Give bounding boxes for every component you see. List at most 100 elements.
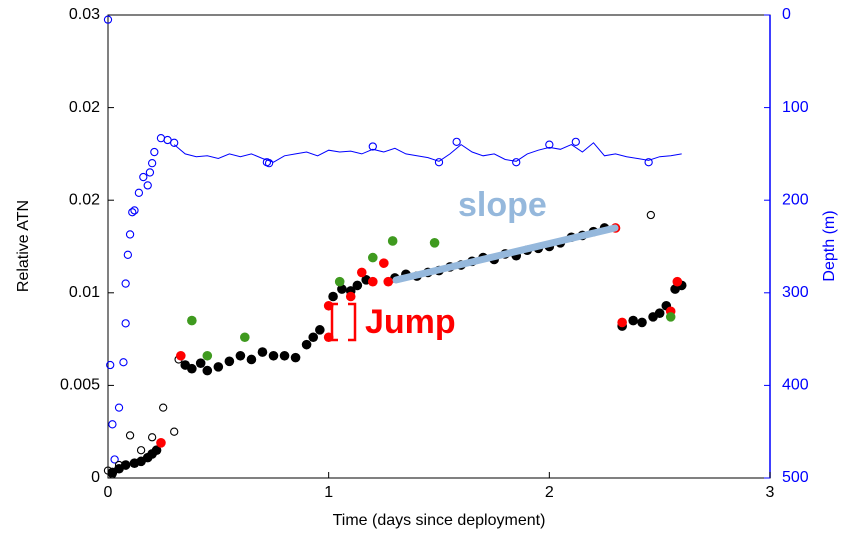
point: [156, 134, 166, 143]
point: [110, 455, 119, 464]
point: [108, 420, 117, 429]
point: [665, 312, 676, 322]
point: [368, 142, 377, 151]
point: [202, 350, 213, 361]
y2-tick-label: 200: [782, 191, 809, 208]
point: [134, 188, 144, 197]
point: [176, 350, 186, 361]
point: [128, 208, 137, 217]
point: [429, 237, 440, 248]
point: [121, 319, 130, 328]
point: [130, 206, 139, 215]
point: [151, 445, 162, 456]
point: [170, 427, 179, 436]
point: [202, 365, 213, 376]
point: [387, 236, 398, 246]
point: [452, 137, 461, 147]
x-tick-label: 1: [324, 484, 333, 501]
point: [235, 350, 246, 361]
point: [257, 347, 268, 357]
point: [308, 332, 319, 343]
point: [672, 276, 683, 287]
point: [136, 446, 146, 455]
point: [139, 172, 148, 182]
point: [106, 360, 115, 370]
y-tick-label: 0.005: [60, 377, 100, 394]
slope-annotation: slope: [458, 186, 547, 224]
point: [187, 363, 197, 374]
point: [150, 147, 159, 157]
point: [103, 15, 113, 24]
point: [512, 158, 521, 167]
point: [145, 168, 155, 177]
y2-tick-label: 100: [782, 99, 809, 116]
point: [617, 317, 627, 328]
point: [246, 354, 257, 365]
point: [170, 138, 179, 147]
y-axis-label: Relative ATN: [15, 200, 32, 292]
point: [368, 276, 378, 287]
point: [279, 350, 290, 361]
y2-tick-label: 400: [782, 377, 809, 394]
point: [334, 276, 345, 287]
y-tick-label: 0.02: [69, 191, 100, 208]
point: [434, 158, 444, 167]
y-tick-label: 0.02: [69, 99, 100, 116]
depth-line: [173, 142, 682, 163]
y-tick-label: 0.03: [69, 6, 100, 23]
x-tick-label: 0: [104, 484, 113, 501]
point: [240, 332, 250, 343]
y2-axis-label: Depth (m): [821, 210, 838, 281]
point: [637, 317, 647, 328]
point: [147, 433, 157, 442]
point: [301, 339, 312, 350]
point: [379, 258, 389, 268]
y-tick-label: 0: [91, 469, 100, 486]
point: [159, 403, 168, 412]
x-axis-label: Time (days since deployment): [333, 512, 546, 529]
point: [125, 431, 135, 440]
point: [646, 210, 655, 220]
point: [352, 280, 363, 291]
point: [268, 350, 279, 361]
point: [213, 362, 224, 372]
jump-bracket: [326, 302, 338, 342]
point: [120, 460, 131, 470]
slope-line: [392, 224, 619, 284]
point: [143, 181, 152, 190]
y-tick-label: 0.01: [69, 284, 100, 301]
y2-tick-label: 500: [782, 469, 809, 486]
point: [290, 352, 301, 363]
point: [125, 230, 135, 239]
point: [224, 356, 235, 367]
point: [654, 308, 665, 318]
point: [628, 315, 638, 326]
marks: [103, 15, 687, 479]
jump-annotation: Jump: [365, 303, 456, 341]
point: [356, 267, 367, 278]
x-tick-label: 2: [545, 484, 554, 501]
point: [119, 358, 128, 367]
point: [315, 325, 325, 335]
point: [147, 159, 157, 168]
point: [571, 137, 580, 147]
point: [156, 438, 166, 448]
point: [264, 159, 274, 168]
x-tick-label: 3: [766, 484, 775, 501]
plot-frame: [107, 14, 771, 479]
y2-tick-label: 300: [782, 284, 809, 301]
point: [368, 252, 378, 263]
point: [545, 140, 554, 149]
jump-bracket: [348, 302, 357, 342]
point: [114, 403, 124, 412]
point: [187, 315, 197, 326]
point: [121, 279, 130, 288]
point: [195, 358, 206, 368]
point: [383, 276, 394, 287]
point: [337, 284, 347, 294]
point: [644, 158, 653, 167]
point: [123, 250, 133, 259]
point: [328, 291, 338, 302]
point: [345, 291, 356, 302]
